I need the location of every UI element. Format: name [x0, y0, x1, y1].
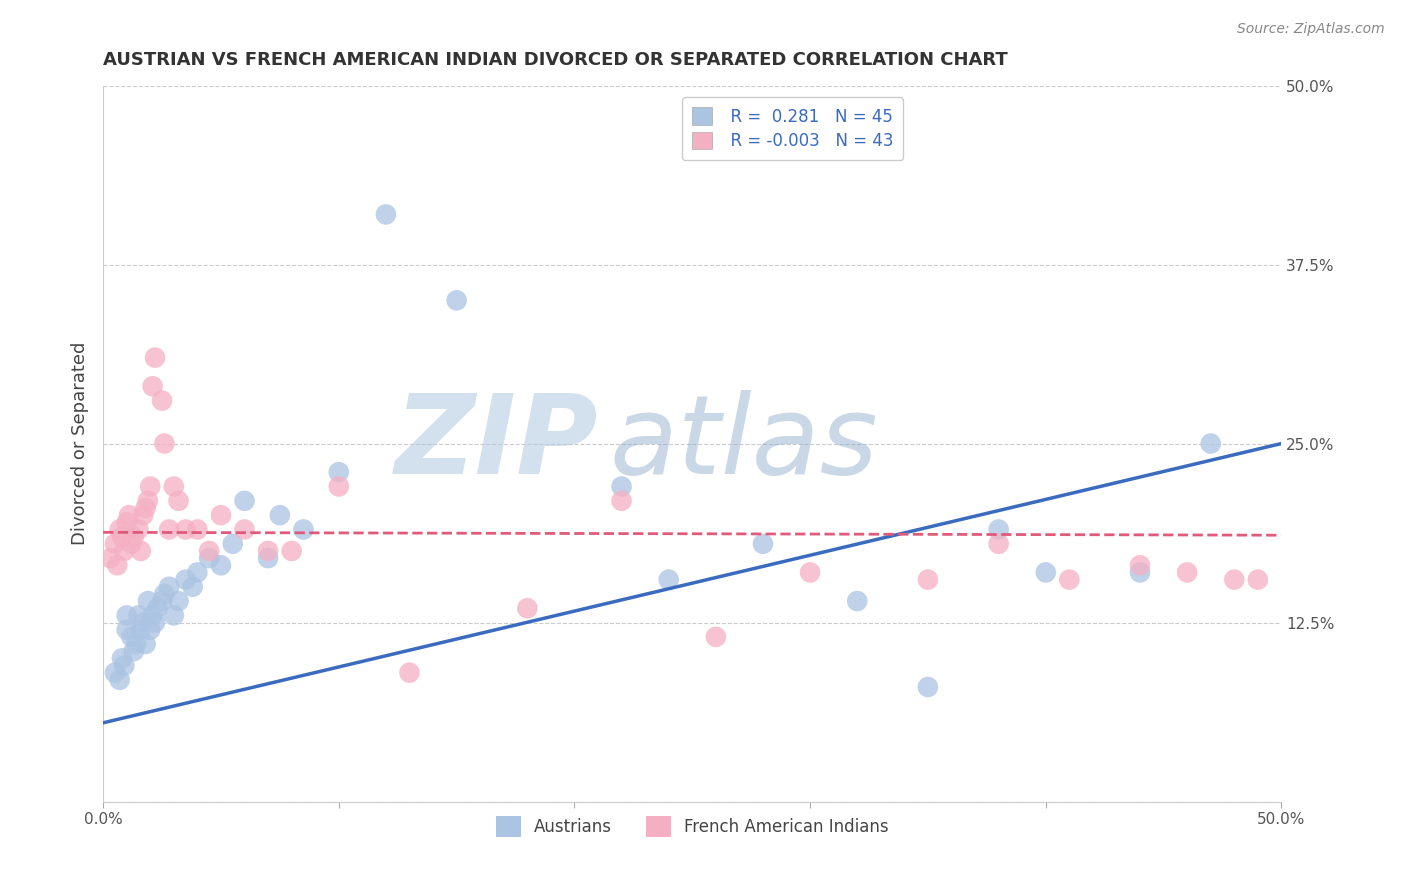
Point [233, 493, 256, 508]
Point [398, 665, 420, 680]
Point [1035, 566, 1057, 580]
Point [704, 630, 727, 644]
Point [104, 665, 127, 680]
Point [150, 594, 173, 608]
Point [328, 479, 350, 493]
Point [181, 580, 204, 594]
Point [1129, 558, 1152, 573]
Text: Source: ZipAtlas.com: Source: ZipAtlas.com [1237, 22, 1385, 37]
Point [139, 479, 162, 493]
Point [135, 637, 157, 651]
Point [610, 479, 633, 493]
Point [328, 465, 350, 479]
Point [142, 379, 165, 393]
Point [98, 551, 121, 566]
Point [142, 608, 165, 623]
Text: atlas: atlas [610, 390, 879, 497]
Point [125, 637, 148, 651]
Point [198, 551, 221, 566]
Point [1129, 566, 1152, 580]
Point [516, 601, 538, 615]
Point [209, 558, 232, 573]
Point [198, 544, 221, 558]
Point [1247, 573, 1270, 587]
Point [105, 558, 128, 573]
Point [917, 680, 939, 694]
Point [146, 601, 169, 615]
Point [233, 523, 256, 537]
Point [1059, 573, 1081, 587]
Point [129, 544, 152, 558]
Point [122, 530, 145, 544]
Point [987, 537, 1010, 551]
Point [112, 544, 135, 558]
Point [135, 500, 157, 515]
Point [122, 644, 145, 658]
Point [374, 207, 396, 221]
Point [129, 623, 152, 637]
Point [1199, 436, 1222, 450]
Point [163, 608, 186, 623]
Point [150, 393, 173, 408]
Point [610, 493, 633, 508]
Point [136, 594, 159, 608]
Point [127, 608, 149, 623]
Point [257, 544, 280, 558]
Point [108, 673, 131, 687]
Point [143, 615, 166, 630]
Point [167, 594, 190, 608]
Point [157, 523, 180, 537]
Point [186, 523, 208, 537]
Point [1223, 573, 1246, 587]
Point [799, 566, 821, 580]
Point [222, 537, 245, 551]
Point [752, 537, 775, 551]
Point [132, 508, 155, 523]
Point [118, 508, 141, 523]
Point [153, 587, 176, 601]
Point [163, 479, 186, 493]
Point [174, 523, 197, 537]
Y-axis label: Divorced or Separated: Divorced or Separated [72, 342, 89, 545]
Point [987, 523, 1010, 537]
Point [292, 523, 315, 537]
Point [280, 544, 302, 558]
Point [658, 573, 681, 587]
Point [115, 608, 138, 623]
Point [111, 651, 134, 665]
Point [127, 523, 149, 537]
Point [269, 508, 291, 523]
Point [120, 630, 142, 644]
Point [104, 537, 127, 551]
Point [112, 658, 135, 673]
Point [917, 573, 939, 587]
Point [846, 594, 869, 608]
Point [209, 508, 232, 523]
Point [139, 623, 162, 637]
Point [143, 351, 166, 365]
Point [186, 566, 208, 580]
Point [157, 580, 180, 594]
Point [1175, 566, 1198, 580]
Point [132, 615, 155, 630]
Point [153, 436, 176, 450]
Text: ZIP: ZIP [395, 390, 598, 497]
Point [446, 293, 468, 308]
Point [257, 551, 280, 566]
Point [174, 573, 197, 587]
Text: AUSTRIAN VS FRENCH AMERICAN INDIAN DIVORCED OR SEPARATED CORRELATION CHART: AUSTRIAN VS FRENCH AMERICAN INDIAN DIVOR… [103, 51, 1008, 69]
Point [115, 516, 138, 530]
Point [120, 537, 142, 551]
Point [111, 530, 134, 544]
Legend: Austrians, French American Indians: Austrians, French American Indians [489, 810, 896, 843]
Point [108, 523, 131, 537]
Point [136, 493, 159, 508]
Point [167, 493, 190, 508]
Point [115, 623, 138, 637]
